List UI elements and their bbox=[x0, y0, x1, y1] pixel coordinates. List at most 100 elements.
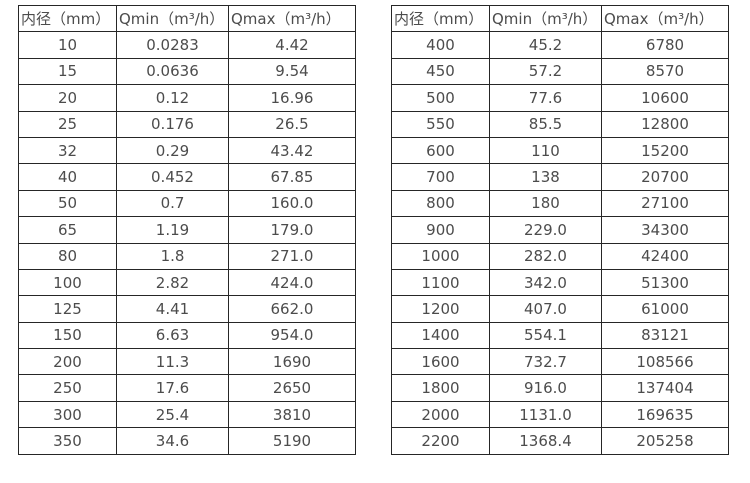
table-row: 65 1.19 179.0 bbox=[18, 216, 356, 244]
table-row: 250 17.6 2650 bbox=[18, 374, 356, 402]
table-cell: 34300 bbox=[601, 216, 729, 244]
table-cell: 732.7 bbox=[489, 348, 602, 376]
table-cell: 50 bbox=[18, 189, 117, 218]
table-cell: 32 bbox=[18, 136, 117, 165]
table-cell: 20 bbox=[18, 84, 117, 112]
table-cell: 15 bbox=[18, 57, 117, 86]
table-cell: 160.0 bbox=[228, 189, 356, 218]
table-row: 1400 554.1 83121 bbox=[391, 321, 729, 350]
column-header: 内径（mm） bbox=[391, 4, 490, 33]
table-cell: 400 bbox=[391, 31, 490, 59]
table-row: 1200 407.0 61000 bbox=[391, 295, 729, 323]
table-row: 200 11.3 1690 bbox=[18, 348, 356, 376]
table-cell: 137404 bbox=[601, 374, 729, 402]
table-cell: 25 bbox=[18, 110, 117, 138]
table-cell: 0.0636 bbox=[116, 57, 229, 86]
table-cell: 10 bbox=[18, 31, 117, 59]
table-cell: 9.54 bbox=[228, 57, 356, 86]
table-cell: 12800 bbox=[601, 110, 729, 138]
table-cell: 300 bbox=[18, 400, 117, 429]
table-cell: 27100 bbox=[601, 189, 729, 218]
table-cell: 200 bbox=[18, 348, 117, 376]
table-row: 20 0.12 16.96 bbox=[18, 84, 356, 112]
table-cell: 900 bbox=[391, 216, 490, 244]
table-cell: 6780 bbox=[601, 31, 729, 59]
table-cell: 1400 bbox=[391, 321, 490, 350]
table-cell: 554.1 bbox=[489, 321, 602, 350]
table-cell: 424.0 bbox=[228, 268, 356, 297]
table-cell: 65 bbox=[18, 216, 117, 244]
table-cell: 0.0283 bbox=[116, 31, 229, 59]
header-row: 内径（mm） Qmin（m³/h） Qmax（m³/h） bbox=[391, 4, 729, 33]
table-row: 1000 282.0 42400 bbox=[391, 242, 729, 270]
table-row: 32 0.29 43.42 bbox=[18, 136, 356, 165]
table-cell: 250 bbox=[18, 374, 117, 402]
table-row: 100 2.82 424.0 bbox=[18, 268, 356, 297]
table-row: 2000 1131.0 169635 bbox=[391, 400, 729, 429]
table-cell: 550 bbox=[391, 110, 490, 138]
table-cell: 40 bbox=[18, 163, 117, 191]
table-cell: 51300 bbox=[601, 268, 729, 297]
table-cell: 600 bbox=[391, 136, 490, 165]
table-cell: 125 bbox=[18, 295, 117, 323]
table-cell: 108566 bbox=[601, 348, 729, 376]
table-cell: 150 bbox=[18, 321, 117, 350]
table-cell: 4.42 bbox=[228, 31, 356, 59]
table-cell: 0.452 bbox=[116, 163, 229, 191]
table-row: 500 77.6 10600 bbox=[391, 84, 729, 112]
table-cell: 205258 bbox=[601, 427, 729, 455]
table-cell: 34.6 bbox=[116, 427, 229, 455]
table-cell: 700 bbox=[391, 163, 490, 191]
table-row: 40 0.452 67.85 bbox=[18, 163, 356, 191]
table-cell: 1200 bbox=[391, 295, 490, 323]
table-cell: 1800 bbox=[391, 374, 490, 402]
table-cell: 1600 bbox=[391, 348, 490, 376]
table-cell: 25.4 bbox=[116, 400, 229, 429]
table-cell: 1.8 bbox=[116, 242, 229, 270]
table-cell: 271.0 bbox=[228, 242, 356, 270]
table-cell: 662.0 bbox=[228, 295, 356, 323]
table-cell: 2.82 bbox=[116, 268, 229, 297]
table-cell: 954.0 bbox=[228, 321, 356, 350]
table-cell: 282.0 bbox=[489, 242, 602, 270]
table-cell: 6.63 bbox=[116, 321, 229, 350]
column-header: Qmin（m³/h） bbox=[116, 4, 229, 33]
table-cell: 500 bbox=[391, 84, 490, 112]
table-row: 700 138 20700 bbox=[391, 163, 729, 191]
table-row: 150 6.63 954.0 bbox=[18, 321, 356, 350]
table-cell: 15200 bbox=[601, 136, 729, 165]
table-cell: 26.5 bbox=[228, 110, 356, 138]
table-cell: 1368.4 bbox=[489, 427, 602, 455]
table-row: 15 0.0636 9.54 bbox=[18, 57, 356, 86]
flow-table-small-diameters: 内径（mm） Qmin（m³/h） Qmax（m³/h） 10 0.0283 4.42 15… bbox=[18, 4, 356, 455]
table-row: 300 25.4 3810 bbox=[18, 400, 356, 429]
table-cell: 2200 bbox=[391, 427, 490, 455]
table-cell: 179.0 bbox=[228, 216, 356, 244]
table-cell: 169635 bbox=[601, 400, 729, 429]
table-cell: 229.0 bbox=[489, 216, 602, 244]
table-cell: 407.0 bbox=[489, 295, 602, 323]
table-row: 10 0.0283 4.42 bbox=[18, 31, 356, 59]
table-cell: 3810 bbox=[228, 400, 356, 429]
table-row: 1800 916.0 137404 bbox=[391, 374, 729, 402]
table-row: 50 0.7 160.0 bbox=[18, 189, 356, 218]
table-cell: 61000 bbox=[601, 295, 729, 323]
table-cell: 0.29 bbox=[116, 136, 229, 165]
table-row: 125 4.41 662.0 bbox=[18, 295, 356, 323]
table-cell: 45.2 bbox=[489, 31, 602, 59]
table-row: 2200 1368.4 205258 bbox=[391, 427, 729, 455]
column-header: 内径（mm） bbox=[18, 4, 117, 33]
table-cell: 57.2 bbox=[489, 57, 602, 86]
table-cell: 5190 bbox=[228, 427, 356, 455]
table-row: 400 45.2 6780 bbox=[391, 31, 729, 59]
table-row: 350 34.6 5190 bbox=[18, 427, 356, 455]
table-cell: 8570 bbox=[601, 57, 729, 86]
table-row: 1100 342.0 51300 bbox=[391, 268, 729, 297]
table-cell: 1100 bbox=[391, 268, 490, 297]
table-row: 25 0.176 26.5 bbox=[18, 110, 356, 138]
table-row: 800 180 27100 bbox=[391, 189, 729, 218]
column-header: Qmax（m³/h） bbox=[228, 4, 356, 33]
table-cell: 77.6 bbox=[489, 84, 602, 112]
table-row: 600 110 15200 bbox=[391, 136, 729, 165]
table-cell: 67.85 bbox=[228, 163, 356, 191]
